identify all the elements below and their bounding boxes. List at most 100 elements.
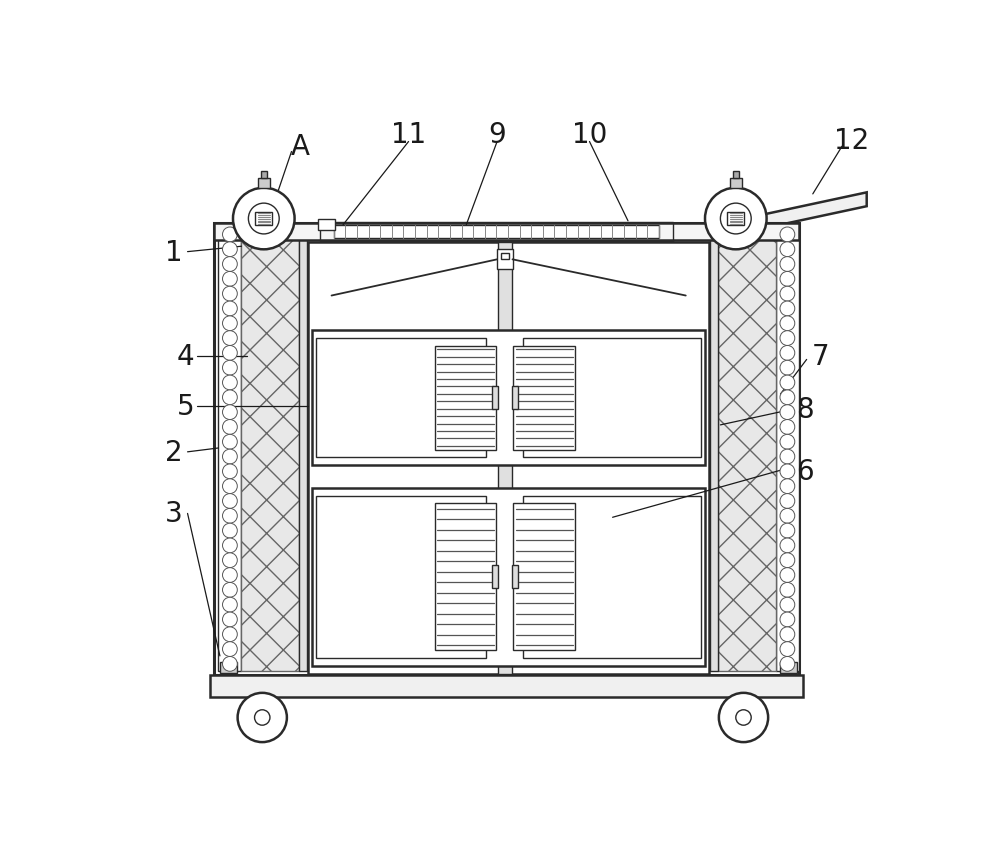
Bar: [258, 179, 270, 189]
Circle shape: [223, 598, 237, 612]
Circle shape: [223, 479, 237, 494]
Circle shape: [780, 420, 795, 435]
Bar: [320, 223, 673, 241]
Circle shape: [780, 405, 795, 420]
Circle shape: [780, 331, 795, 346]
Circle shape: [223, 287, 237, 302]
Circle shape: [223, 346, 237, 361]
Circle shape: [780, 242, 795, 258]
Circle shape: [780, 272, 795, 287]
Bar: [308, 242, 709, 674]
Circle shape: [780, 316, 795, 331]
Text: 8: 8: [796, 396, 814, 424]
Circle shape: [780, 583, 795, 597]
Bar: [523, 339, 701, 458]
Circle shape: [233, 189, 295, 250]
Bar: [255, 212, 272, 226]
Circle shape: [248, 204, 279, 235]
Circle shape: [780, 435, 795, 450]
Circle shape: [780, 464, 795, 479]
Bar: [710, 228, 718, 671]
Text: 1: 1: [165, 238, 183, 266]
Text: A: A: [291, 133, 310, 161]
Circle shape: [223, 391, 237, 405]
Bar: [501, 254, 509, 260]
Circle shape: [780, 524, 795, 538]
Circle shape: [223, 450, 237, 464]
Circle shape: [223, 361, 237, 375]
Bar: [316, 496, 486, 659]
Circle shape: [780, 612, 795, 627]
Bar: [492, 386, 498, 409]
Circle shape: [223, 627, 237, 642]
Circle shape: [780, 391, 795, 405]
Bar: [316, 339, 486, 458]
Circle shape: [780, 508, 795, 524]
Bar: [241, 228, 299, 671]
Bar: [780, 226, 797, 237]
Bar: [435, 504, 496, 651]
Bar: [334, 226, 659, 239]
Circle shape: [255, 710, 270, 725]
Circle shape: [736, 710, 751, 725]
Circle shape: [780, 627, 795, 642]
Bar: [523, 496, 701, 659]
Circle shape: [780, 228, 795, 242]
Bar: [214, 223, 799, 676]
Circle shape: [780, 361, 795, 375]
Circle shape: [223, 583, 237, 597]
Bar: [492, 566, 498, 589]
Text: 7: 7: [812, 342, 829, 370]
Bar: [512, 386, 518, 409]
Circle shape: [223, 508, 237, 524]
Circle shape: [223, 435, 237, 450]
Circle shape: [223, 494, 237, 508]
Bar: [733, 171, 739, 179]
Bar: [312, 489, 705, 666]
Circle shape: [780, 568, 795, 583]
Circle shape: [223, 242, 237, 258]
Bar: [497, 250, 513, 270]
Circle shape: [223, 405, 237, 420]
Circle shape: [238, 693, 287, 742]
Circle shape: [705, 189, 767, 250]
Bar: [513, 346, 575, 450]
Circle shape: [780, 479, 795, 494]
Circle shape: [780, 598, 795, 612]
Bar: [318, 220, 335, 231]
Circle shape: [223, 538, 237, 553]
Circle shape: [780, 346, 795, 361]
Text: 11: 11: [391, 120, 426, 148]
Polygon shape: [320, 278, 382, 291]
Bar: [220, 226, 237, 237]
Polygon shape: [636, 278, 697, 291]
Text: 10: 10: [572, 120, 607, 148]
Bar: [218, 228, 241, 671]
Circle shape: [223, 553, 237, 568]
Circle shape: [719, 693, 768, 742]
Bar: [512, 566, 518, 589]
Text: 6: 6: [796, 457, 814, 485]
Circle shape: [780, 553, 795, 568]
Circle shape: [780, 494, 795, 508]
Circle shape: [223, 420, 237, 435]
Text: 4: 4: [176, 342, 194, 370]
Circle shape: [223, 258, 237, 272]
Bar: [220, 662, 237, 673]
Bar: [513, 504, 575, 651]
Text: 5: 5: [176, 392, 194, 421]
Text: 9: 9: [488, 120, 506, 148]
Bar: [435, 346, 496, 450]
Text: 3: 3: [165, 500, 183, 528]
Text: 2: 2: [165, 438, 183, 467]
Polygon shape: [759, 193, 867, 230]
Circle shape: [223, 568, 237, 583]
Bar: [210, 676, 803, 697]
Bar: [214, 223, 799, 241]
Circle shape: [780, 375, 795, 391]
Bar: [780, 662, 797, 673]
Circle shape: [223, 642, 237, 657]
Circle shape: [720, 204, 751, 235]
Circle shape: [223, 228, 237, 242]
Circle shape: [780, 258, 795, 272]
